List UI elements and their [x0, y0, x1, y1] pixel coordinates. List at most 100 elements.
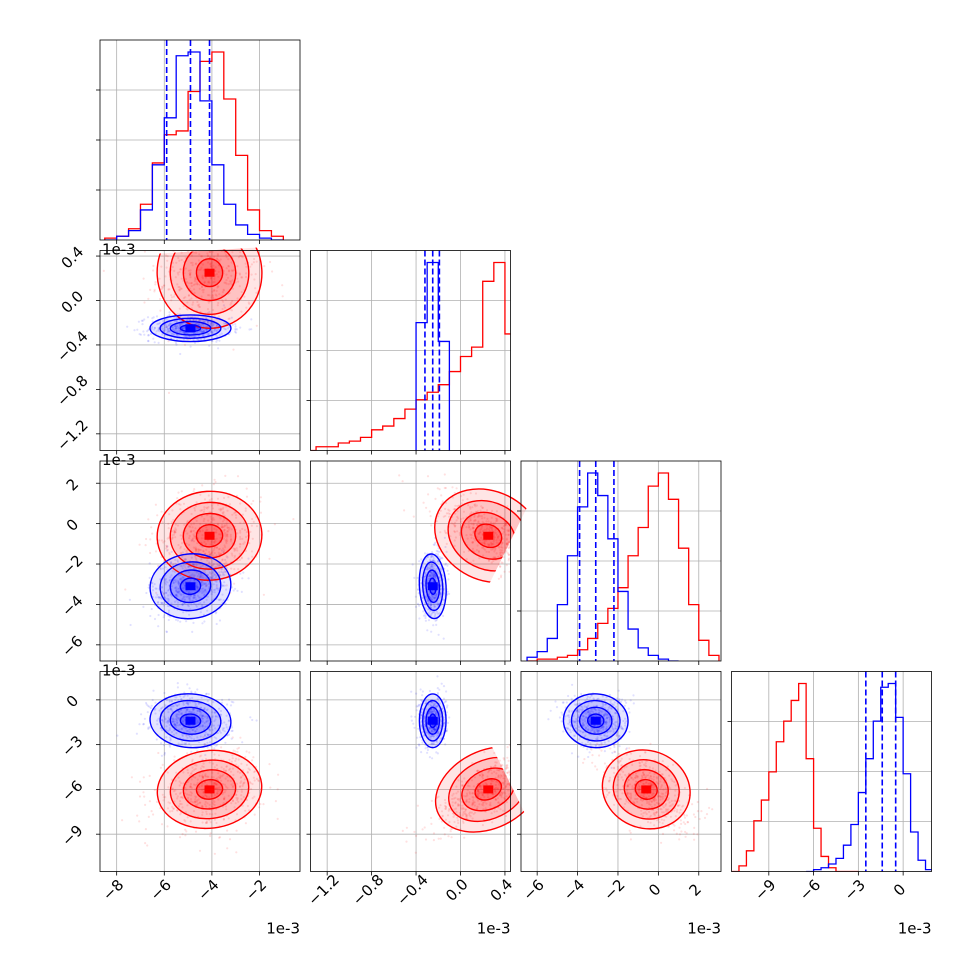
sample-point-red: [213, 852, 216, 855]
sample-point-red: [403, 509, 406, 512]
sample-point-red: [178, 836, 182, 839]
sample-point-red: [232, 348, 235, 351]
sample-point-red: [240, 254, 243, 258]
sample-point-red: [248, 302, 251, 305]
sample-point-blue: [212, 322, 215, 325]
sample-point-red: [527, 758, 529, 760]
sample-point-blue: [440, 682, 443, 685]
sample-point-blue: [428, 756, 431, 759]
sample-point-blue: [191, 335, 194, 338]
sample-point-red: [231, 244, 233, 246]
sample-point-blue: [157, 322, 160, 325]
sample-point-blue: [176, 686, 179, 689]
sample-point-blue: [234, 587, 237, 590]
sample-point-red: [231, 279, 234, 282]
sample-point-blue: [201, 328, 204, 331]
sample-point-blue: [211, 331, 214, 334]
sample-point-blue: [223, 328, 226, 331]
sample-point-red: [522, 572, 524, 574]
sample-point-red: [170, 299, 173, 302]
sample-point-red: [198, 849, 202, 852]
sample-point-blue: [417, 743, 421, 746]
sample-point-red: [252, 261, 255, 264]
sample-point-red: [200, 295, 203, 298]
sample-point-blue: [231, 729, 234, 732]
sample-point-red: [183, 343, 187, 346]
sample-point-red: [430, 524, 433, 527]
sample-point-blue: [146, 316, 150, 319]
sample-point-blue: [436, 687, 439, 690]
sample-point-red: [588, 563, 590, 565]
sample-point-red: [231, 300, 234, 303]
sample-point-red: [422, 501, 425, 504]
sample-point-red: [523, 570, 525, 572]
sample-point-red: [255, 260, 258, 263]
sample-point-blue: [196, 327, 199, 330]
sample-point-blue: [242, 571, 245, 574]
sample-point-red: [209, 247, 211, 249]
sample-point-red: [276, 788, 279, 791]
sample-point-blue: [175, 330, 178, 333]
sample-point-blue: [189, 345, 192, 348]
sample-point-red: [160, 823, 164, 826]
sample-point-red: [207, 294, 210, 297]
sample-point-blue: [179, 352, 182, 356]
sample-point-blue: [221, 698, 224, 702]
sample-point-red: [169, 228, 171, 230]
sample-point-blue: [236, 589, 239, 592]
sample-point-red: [164, 275, 167, 278]
sample-point-blue: [167, 618, 170, 622]
sample-point-red: [244, 262, 247, 265]
sample-point-red: [154, 550, 158, 553]
sample-point-red: [543, 580, 545, 582]
sample-point-red: [189, 242, 191, 244]
sample-point-red: [554, 747, 556, 749]
sample-point-blue: [211, 324, 214, 327]
sample-point-red: [515, 559, 517, 561]
sample-point-blue: [250, 318, 253, 321]
sample-point-red: [523, 563, 525, 565]
sample-point-blue: [447, 578, 450, 581]
sample-point-red: [518, 782, 520, 784]
sample-point-blue: [135, 732, 138, 735]
sample-point-blue: [207, 333, 211, 336]
sample-point-blue: [184, 332, 187, 335]
sample-point-red: [531, 761, 533, 763]
sample-point-blue: [234, 327, 237, 330]
sample-point-red: [199, 268, 202, 271]
sample-point-blue: [197, 323, 201, 326]
sample-point-red: [211, 294, 214, 297]
sample-point-red: [200, 266, 203, 269]
sample-point-blue: [224, 328, 227, 331]
sample-point-red: [186, 224, 188, 226]
sample-point-blue: [438, 555, 441, 559]
sample-point-blue: [442, 637, 445, 640]
sample-point-red: [178, 270, 181, 274]
sample-point-red: [514, 555, 516, 557]
sample-point-red: [138, 780, 142, 783]
sample-point-red: [145, 537, 148, 541]
sample-point-blue: [150, 704, 153, 707]
sample-point-red: [514, 789, 516, 791]
sample-point-blue: [140, 713, 143, 716]
sample-point-red: [224, 298, 227, 301]
sample-point-red: [451, 486, 454, 489]
sample-point-red: [258, 806, 261, 809]
sample-point-blue: [166, 327, 170, 331]
sample-point-blue: [199, 330, 202, 333]
sample-point-blue: [250, 328, 253, 331]
sample-point-blue: [163, 614, 166, 617]
sample-point-red: [254, 273, 257, 276]
sample-point-red: [221, 234, 223, 236]
sample-point-red: [531, 544, 533, 546]
sample-point-red: [444, 486, 447, 490]
sample-point-red: [152, 813, 155, 816]
sample-point-blue: [230, 737, 233, 740]
sample-point-blue: [197, 338, 200, 341]
sample-point-red: [269, 260, 272, 264]
sample-point-red: [218, 260, 221, 263]
sample-point-red: [178, 307, 181, 310]
sample-point-red: [521, 777, 523, 779]
sample-point-red: [240, 276, 243, 279]
sample-point-blue: [178, 330, 181, 333]
